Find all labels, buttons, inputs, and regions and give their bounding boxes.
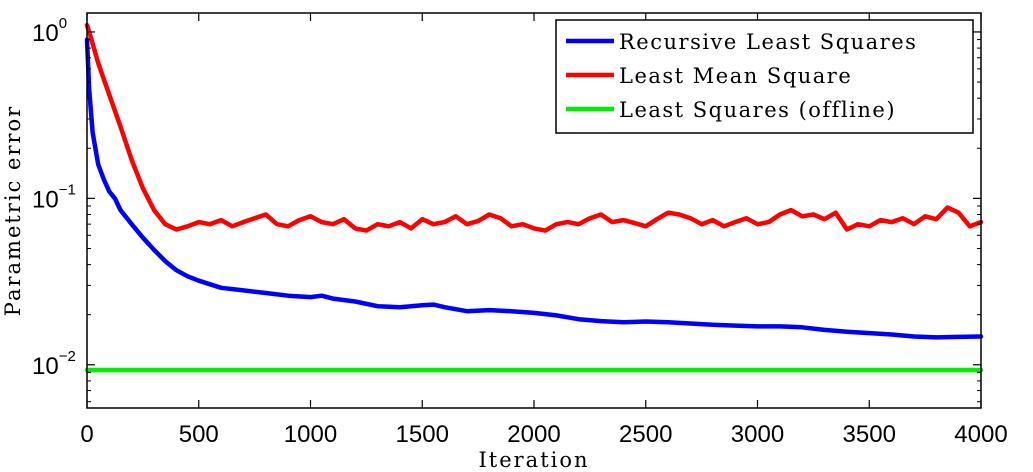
x-tick-label: 0 xyxy=(80,421,93,448)
x-tick-label: 1500 xyxy=(396,421,449,448)
x-tick-label: 3500 xyxy=(843,421,896,448)
legend-box xyxy=(555,19,974,134)
series-layer xyxy=(84,22,984,373)
legend-label-3: Least Squares (offline) xyxy=(619,98,896,122)
y-tick-label: 10−2 xyxy=(32,348,76,380)
ticks-layer: 0 500 1000 1500 2000 2500 3000 3500 4000 100 10−1 1… xyxy=(32,13,1008,448)
legend-label-1: Recursive Least Squares xyxy=(619,30,917,54)
x-axis-label: Iteration xyxy=(478,448,589,472)
series-line-2 xyxy=(84,22,984,233)
x-tick-label: 1000 xyxy=(284,421,337,448)
y-tick-label: 10−1 xyxy=(32,181,76,213)
x-tick-label: 2000 xyxy=(507,421,560,448)
legend: Recursive Least Squares Least Mean Square… xyxy=(555,19,974,134)
x-tick-label: 3000 xyxy=(731,421,784,448)
legend-label-2: Least Mean Square xyxy=(619,64,852,88)
labels-layer: Iteration Parametric error xyxy=(1,105,589,472)
y-axis-label: Parametric error xyxy=(1,105,25,316)
x-tick-label: 500 xyxy=(179,421,219,448)
series-line-1 xyxy=(84,37,984,340)
y-tick-label: 100 xyxy=(32,15,67,47)
x-tick-label: 4000 xyxy=(954,421,1007,448)
x-tick-label: 2500 xyxy=(619,421,672,448)
